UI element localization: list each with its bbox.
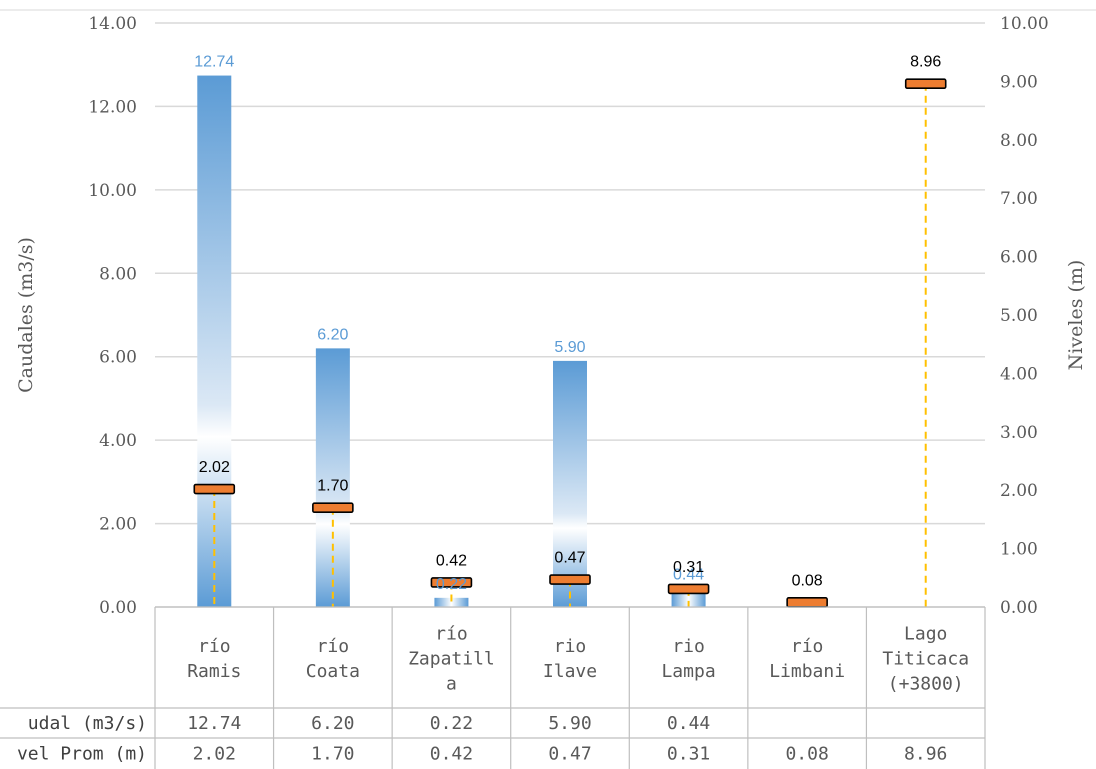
- y-axis-title: Caudales (m3/s): [15, 237, 37, 393]
- data-labels: 12.74 6.20 0.22 5.90 0.44 2.02 1.70 0.42 0.47 0.3…: [194, 54, 941, 593]
- caudal-data-label: 0.22: [436, 576, 467, 593]
- category-label: Ramis: [187, 661, 241, 682]
- table-cell: 0.42: [430, 744, 473, 765]
- table-row-header: udal (m3/s): [28, 713, 147, 734]
- table-cell: 12.74: [187, 713, 241, 734]
- y2-tick-label: 0.00: [1000, 598, 1038, 618]
- nivel-data-label: 0.31: [673, 559, 704, 576]
- table-cell: 0.31: [667, 744, 710, 765]
- table-cell: 0.08: [785, 744, 828, 765]
- category-label: río: [198, 636, 231, 657]
- caudal-data-label: 12.74: [194, 54, 234, 71]
- caudal-bar: [315, 348, 350, 607]
- y2-tick-label: 1.00: [1000, 540, 1038, 560]
- caudal-data-label: 6.20: [317, 326, 348, 343]
- category-label: Titicaca: [882, 649, 969, 670]
- category-label: Coata: [306, 661, 360, 682]
- table-cell: 2.02: [193, 744, 236, 765]
- category-label: Lampa: [661, 661, 715, 682]
- nivel-marker: [193, 483, 236, 495]
- category-label: a: [446, 674, 457, 695]
- nivel-data-label: 2.02: [199, 459, 230, 476]
- nivel-data-label: 0.08: [792, 572, 823, 589]
- nivel-data-label: 8.96: [910, 54, 941, 71]
- nivel-marker: [549, 574, 591, 585]
- y-tick-label: 6.00: [99, 348, 137, 368]
- y2-tick-label: 8.00: [1000, 131, 1038, 151]
- y-tick-label: 2.00: [99, 515, 137, 535]
- table-cell: 0.47: [548, 744, 591, 765]
- y2-tick-label: 4.00: [1000, 364, 1038, 384]
- y2-tick-label: 6.00: [1000, 248, 1038, 268]
- nivel-marker: [786, 597, 828, 608]
- category-label: Limbani: [769, 661, 845, 682]
- y-tick-label: 4.00: [99, 431, 137, 451]
- category-label: rio: [672, 636, 705, 657]
- caudal-data-label: 5.90: [554, 339, 585, 356]
- y-tick-label: 10.00: [88, 181, 137, 201]
- category-label: río: [317, 636, 350, 657]
- nivel-data-label: 1.70: [317, 478, 348, 495]
- y2-tick-label: 10.00: [1000, 14, 1049, 34]
- nivel-marker: [904, 78, 947, 90]
- table-cell: 5.90: [548, 713, 591, 734]
- table-cell: 8.96: [904, 744, 947, 765]
- y2-tick-label: 3.00: [1000, 423, 1038, 443]
- category-label: Lago: [904, 624, 947, 645]
- nivel-marker: [312, 502, 354, 514]
- y-tick-label: 12.00: [88, 97, 137, 117]
- nivel-markers: [193, 78, 947, 608]
- table-cell: 0.22: [430, 713, 473, 734]
- caudal-bar: [434, 597, 469, 607]
- category-label: rio: [554, 636, 587, 657]
- gridlines: [0, 9, 1096, 608]
- category-label: río: [435, 624, 468, 645]
- nivel-marker: [430, 577, 473, 588]
- nivel-marker: [667, 583, 710, 595]
- y2-tick-label: 9.00: [1000, 72, 1038, 92]
- y2-tick-label: 5.00: [1000, 306, 1038, 326]
- data-table: río Ramis río Coata río Zapatill a rio Ilave rio L…: [0, 606, 986, 769]
- nivel-data-label: 0.47: [554, 550, 585, 567]
- nivel-data-label: 0.42: [436, 552, 467, 569]
- y2-tick-label: 2.00: [1000, 481, 1038, 501]
- category-label: río: [791, 636, 824, 657]
- category-label: (+3800): [888, 674, 964, 695]
- caudal-bars: [197, 75, 706, 607]
- y-tick-label: 8.00: [99, 264, 137, 284]
- y-tick-label: 0.00: [99, 598, 137, 618]
- y2-axis-title: Niveles (m): [1065, 260, 1087, 371]
- y-tick-label: 14.00: [88, 14, 137, 34]
- table-row-header: vel Prom (m): [17, 744, 147, 765]
- category-label: Ilave: [543, 661, 597, 682]
- table-cell: 0.44: [667, 713, 710, 734]
- table-cell: 6.20: [311, 713, 354, 734]
- y2-tick-label: 7.00: [1000, 189, 1038, 209]
- caudal-bar: [553, 360, 587, 607]
- caudal-data-label: 0.44: [673, 567, 704, 584]
- axes: 0.00 2.00 4.00 6.00 8.00 10.00 12.00 14.00 0.00 1…: [15, 14, 1087, 618]
- category-label: Zapatill: [408, 649, 495, 670]
- table-cell: 1.70: [311, 744, 354, 765]
